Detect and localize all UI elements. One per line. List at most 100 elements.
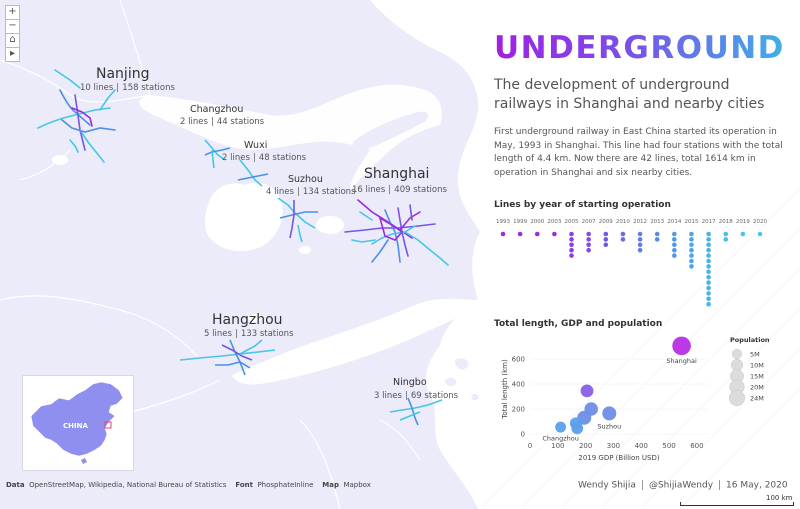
line-dot bbox=[569, 231, 574, 237]
city-bubble[interactable] bbox=[602, 406, 617, 421]
stats-stations: 134 stations bbox=[302, 187, 356, 197]
stats-lines: 2 lines bbox=[180, 117, 208, 127]
stats-lines: 16 lines bbox=[352, 185, 386, 195]
divider bbox=[211, 117, 213, 126]
publish-date: 16 May, 2020 bbox=[726, 480, 788, 491]
lake bbox=[248, 314, 262, 322]
lake bbox=[316, 216, 344, 234]
line-dot bbox=[569, 253, 574, 258]
line-dot bbox=[620, 231, 626, 237]
line-dot bbox=[569, 247, 574, 253]
line-dot bbox=[586, 247, 591, 253]
hangzhou-metro bbox=[179, 339, 276, 376]
line-dot bbox=[689, 231, 694, 237]
line-dot bbox=[689, 242, 694, 248]
lake bbox=[299, 246, 311, 254]
line-dot bbox=[637, 237, 643, 242]
zhoushan-islands bbox=[444, 358, 479, 401]
footer-font-value: PhosphateInline bbox=[257, 481, 314, 489]
city-bubble[interactable] bbox=[584, 402, 598, 416]
year-label: 1993 bbox=[496, 219, 510, 225]
home-icon[interactable]: ⌂ bbox=[5, 33, 20, 48]
china-inset-map: CHINA bbox=[22, 375, 134, 471]
zoom-in-button[interactable]: + bbox=[5, 5, 20, 20]
divider bbox=[297, 187, 299, 196]
author-handle[interactable]: @ShijiaWendy bbox=[648, 480, 714, 491]
footer-data-label: Data bbox=[6, 481, 25, 489]
line-dot bbox=[500, 231, 506, 237]
footer-credits: Data OpenStreetMap, Wikipedia, National … bbox=[6, 481, 371, 489]
line-dot bbox=[706, 301, 711, 307]
line-dot bbox=[706, 285, 711, 291]
legend-label: 10M bbox=[750, 362, 764, 370]
city-name-wuxi: Wuxi bbox=[244, 140, 268, 151]
city-bubble[interactable] bbox=[672, 336, 691, 356]
scatter-section-title: Total length, GDP and population bbox=[494, 319, 663, 329]
divider bbox=[641, 480, 643, 490]
stats-stations: 69 stations bbox=[410, 391, 459, 401]
year-label: 2013 bbox=[650, 219, 665, 225]
line-dot bbox=[757, 231, 763, 237]
line-dot bbox=[689, 264, 694, 269]
lines-section-title: Lines by year of starting operation bbox=[494, 200, 671, 210]
intro-text: First underground railway in East China … bbox=[494, 127, 783, 178]
line-dot bbox=[672, 237, 677, 242]
x-axis-label: 2019 GDP (Billion USD) bbox=[578, 454, 660, 462]
line-dot bbox=[637, 231, 643, 237]
line-dot bbox=[723, 231, 729, 237]
scale-bar bbox=[680, 502, 794, 506]
city-stats-shanghai: 16 lines 409 stations bbox=[352, 185, 447, 195]
line-dot bbox=[637, 242, 643, 248]
line-dot bbox=[706, 280, 711, 285]
footer-map-label: Map bbox=[322, 481, 339, 489]
line-dot bbox=[706, 231, 711, 237]
region-highlight bbox=[104, 421, 112, 429]
line-dot bbox=[706, 296, 711, 302]
year-label: 2018 bbox=[718, 219, 733, 225]
year-label: 2012 bbox=[633, 219, 648, 225]
line-dot bbox=[569, 237, 574, 242]
city-bubble[interactable] bbox=[580, 384, 594, 398]
bubble-label: Shanghai bbox=[666, 357, 697, 365]
x-tick-label: 500 bbox=[662, 442, 675, 450]
line-dot bbox=[603, 231, 609, 237]
city-bubble[interactable] bbox=[555, 421, 567, 433]
line-dot bbox=[706, 274, 711, 280]
divider bbox=[117, 83, 119, 92]
line-dot bbox=[706, 291, 711, 296]
line-dot bbox=[654, 231, 660, 237]
y-tick-label: 200 bbox=[512, 406, 525, 414]
city-stats-hangzhou: 5 lines 133 stations bbox=[204, 329, 294, 339]
city-stats-ningbo: 3 lines 69 stations bbox=[374, 391, 458, 401]
legend-swatch bbox=[730, 358, 744, 372]
line-dot bbox=[689, 258, 694, 264]
zoom-out-button[interactable]: − bbox=[5, 19, 20, 34]
x-tick-label: 400 bbox=[635, 442, 648, 450]
legend-label: 24M bbox=[750, 395, 764, 403]
stats-stations: 44 stations bbox=[216, 117, 265, 127]
y-axis-label: Total length (km) bbox=[501, 359, 509, 420]
footer-data-value: OpenStreetMap, Wikipedia, National Burea… bbox=[29, 481, 227, 489]
year-label: 2017 bbox=[701, 219, 716, 225]
city-bubble[interactable] bbox=[571, 422, 584, 435]
legend-swatch bbox=[728, 389, 746, 407]
city-stats-nanjing: 10 lines 158 stations bbox=[80, 83, 175, 93]
city-stats-suzhou: 4 lines 134 stations bbox=[266, 187, 356, 197]
city-name-suzhou: Suzhou bbox=[288, 174, 323, 185]
line-dot bbox=[706, 253, 711, 258]
line-dot bbox=[534, 231, 540, 237]
line-dot bbox=[586, 231, 591, 237]
stats-lines: 4 lines bbox=[266, 187, 294, 197]
x-tick-label: 100 bbox=[551, 442, 564, 450]
inset-label: CHINA bbox=[63, 422, 88, 430]
year-label: 2000 bbox=[530, 219, 545, 225]
line-dot bbox=[706, 242, 711, 248]
y-tick-label: 0 bbox=[521, 431, 525, 439]
pan-toggle-icon[interactable]: ▸ bbox=[5, 47, 20, 62]
line-dot bbox=[586, 242, 591, 248]
line-dot bbox=[706, 269, 711, 275]
footer-map-value: Mapbox bbox=[343, 481, 371, 489]
ningbo-metro bbox=[389, 397, 443, 426]
line-dot bbox=[706, 247, 711, 253]
year-label: 2009 bbox=[598, 219, 613, 225]
